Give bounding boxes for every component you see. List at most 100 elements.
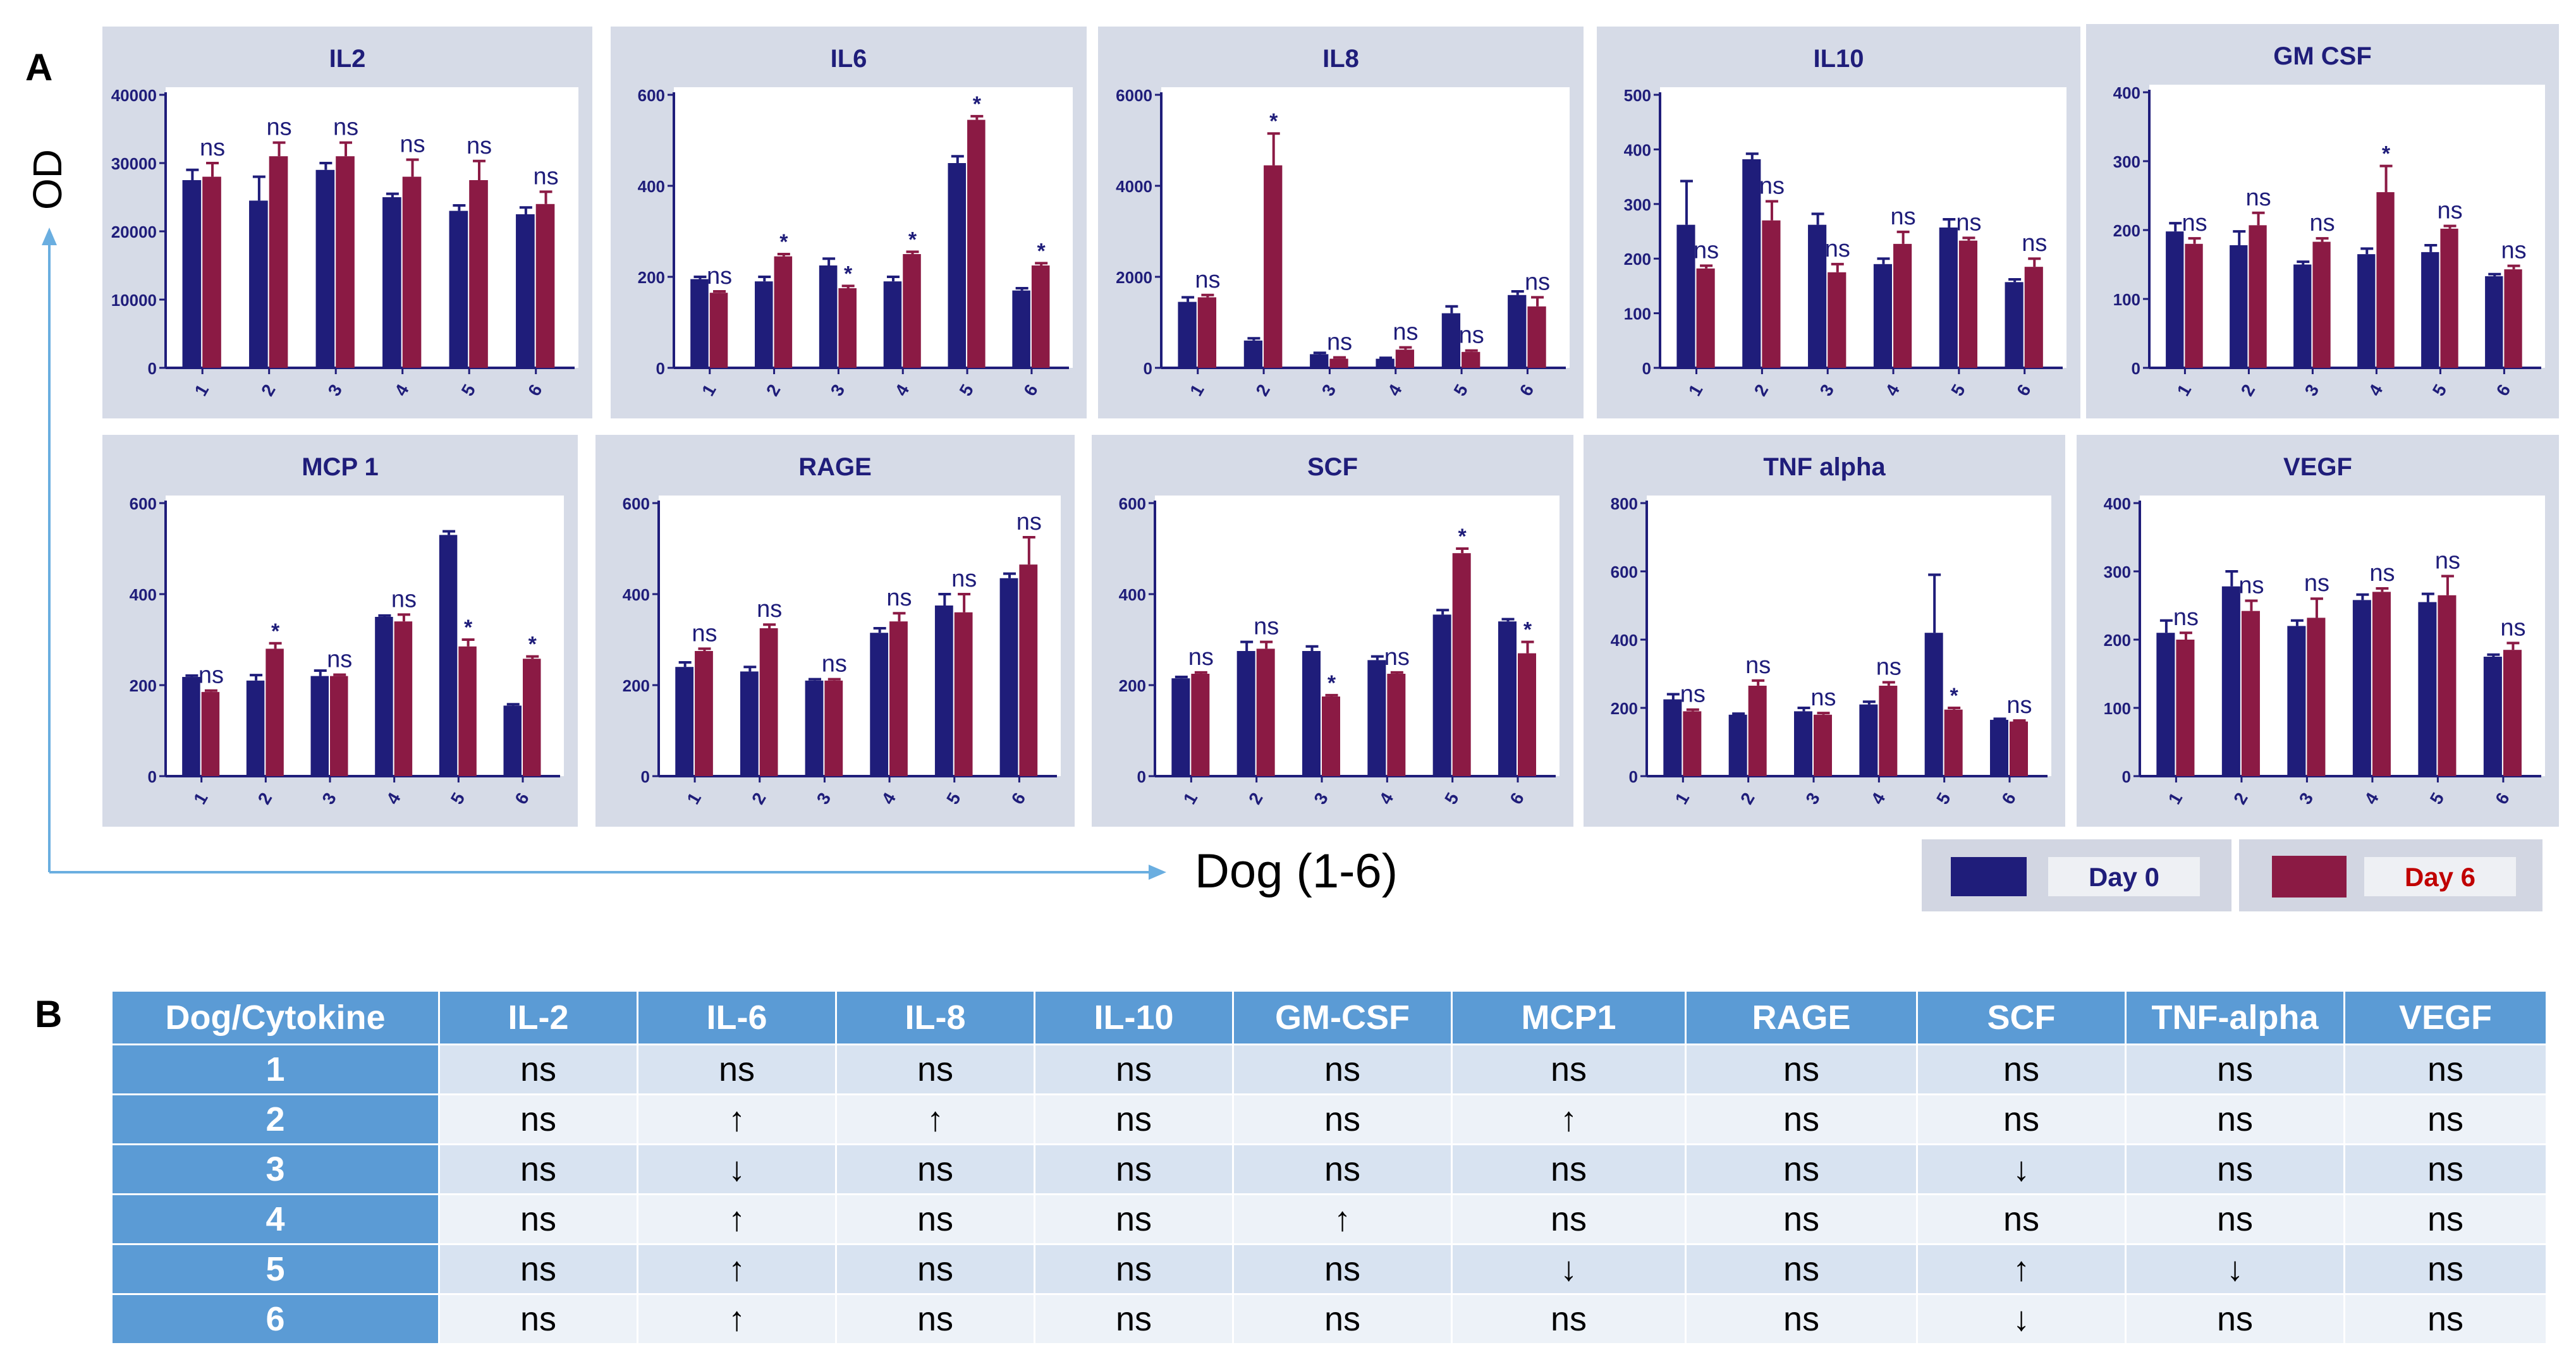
significance-label: ns bbox=[886, 585, 912, 611]
significance-label: ns bbox=[757, 596, 782, 623]
bar-day0 bbox=[1859, 704, 1878, 776]
y-tick-label: 0 bbox=[148, 359, 157, 378]
chart-svg: RAGE 0 200 400 600 1 ns 2 ns 3 ns 4 ns 5 ns 6 ns bbox=[623, 453, 1061, 808]
table-row: 3 ns ↓ ns ns ns ns ns ↓ ns ns bbox=[111, 1143, 2548, 1195]
bar-day0 bbox=[1441, 313, 1461, 368]
table-header-cell: IL-8 bbox=[835, 990, 1035, 1045]
significance-label: ns bbox=[2245, 185, 2271, 211]
bar-day0 bbox=[1376, 358, 1395, 368]
bar-day0 bbox=[1236, 651, 1255, 776]
x-tick-label: 4 bbox=[1867, 789, 1889, 807]
bar-day6 bbox=[2307, 618, 2326, 776]
x-tick-label: 1 bbox=[683, 789, 705, 808]
bar-day0 bbox=[310, 676, 329, 776]
significance-label: ns bbox=[327, 646, 352, 672]
x-tick-label: 6 bbox=[2013, 381, 2035, 399]
bar-day6 bbox=[1944, 709, 1963, 776]
table-cell: ↑ bbox=[637, 1243, 837, 1295]
table-cell: ns bbox=[438, 1193, 638, 1245]
y-tick-label: 0 bbox=[1144, 359, 1152, 378]
y-tick-label: 4000 bbox=[1116, 177, 1152, 196]
table-cell: ↓ bbox=[1916, 1143, 2127, 1195]
x-tick-label: 5 bbox=[447, 789, 469, 808]
x-tick-label: 5 bbox=[1947, 381, 1969, 399]
table-cell: ns bbox=[1034, 1043, 1234, 1095]
significance-label: ns bbox=[2437, 197, 2462, 224]
table-cell: ns bbox=[2343, 1243, 2548, 1295]
significance-label: * bbox=[973, 92, 982, 116]
significance-label: ns bbox=[1254, 614, 1279, 640]
chart-title: TNF alpha bbox=[1763, 453, 1886, 481]
bar-day0 bbox=[516, 214, 535, 368]
x-tick-label: 4 bbox=[1384, 380, 1406, 399]
x-tick-label: 6 bbox=[2493, 381, 2515, 399]
bar-day0 bbox=[2230, 245, 2248, 368]
table-cell: ns bbox=[1916, 1193, 2127, 1245]
bar-day6 bbox=[2010, 721, 2028, 776]
bar-day0 bbox=[755, 281, 773, 368]
table-cell: ns bbox=[835, 1143, 1035, 1195]
significance-label: ns bbox=[692, 620, 717, 647]
chart-title: IL10 bbox=[1813, 45, 1864, 73]
y-tick-label: 10000 bbox=[111, 291, 157, 310]
y-tick-label: 600 bbox=[638, 86, 665, 105]
x-tick-label: 5 bbox=[1932, 789, 1955, 808]
x-tick-label: 2 bbox=[1750, 381, 1773, 399]
y-tick-label: 500 bbox=[1624, 86, 1651, 105]
bar-day6 bbox=[824, 680, 843, 776]
y-tick-label: 0 bbox=[148, 767, 157, 786]
x-tick-label: 1 bbox=[1186, 381, 1208, 399]
x-tick-label: 5 bbox=[2429, 381, 2451, 399]
table-cell: ns bbox=[835, 1043, 1035, 1095]
x-tick-label: 1 bbox=[1671, 789, 1694, 808]
table-cell: ns bbox=[1232, 1043, 1453, 1095]
y-tick-label: 400 bbox=[130, 585, 157, 604]
x-tick-label: 4 bbox=[877, 789, 900, 807]
significance-label: * bbox=[779, 230, 788, 254]
bar-day0 bbox=[805, 680, 824, 776]
table-cell: ↓ bbox=[2125, 1243, 2345, 1295]
x-tick-label: 3 bbox=[827, 381, 849, 399]
plot-background bbox=[2140, 496, 2545, 776]
x-tick-label: 4 bbox=[2360, 789, 2383, 807]
significance-label: * bbox=[1269, 109, 1278, 133]
x-tick-label: 3 bbox=[1310, 789, 1332, 808]
bar-day0 bbox=[439, 535, 458, 776]
chart-svg: SCF 0 200 400 600 1 ns 2 ns 3 * 4 ns 5 * 6 * bbox=[1119, 453, 1560, 808]
x-tick-label: 6 bbox=[2491, 789, 2513, 808]
significance-label: ns bbox=[1956, 209, 1981, 236]
significance-label: ns bbox=[1525, 269, 1550, 295]
bar-day0 bbox=[934, 605, 953, 776]
y-tick-label: 0 bbox=[656, 359, 665, 378]
x-tick-label: 4 bbox=[382, 789, 405, 807]
chart-svg: IL2 0 10000 20000 30000 40000 1 ns 2 ns 3 ns 4 ns 5 ns 6… bbox=[111, 45, 578, 399]
bar-day6 bbox=[2372, 592, 2391, 776]
bar-day0 bbox=[2485, 276, 2503, 368]
bar-day6 bbox=[889, 621, 908, 776]
significance-label: * bbox=[908, 228, 917, 252]
y-tick-label: 30000 bbox=[111, 154, 157, 173]
table-cell: ↑ bbox=[637, 1293, 837, 1345]
significance-label: ns bbox=[2182, 210, 2207, 236]
legend-day0-label: Day 0 bbox=[2088, 862, 2160, 892]
x-tick-label: 2 bbox=[1245, 789, 1267, 808]
legend-day6-label-bg bbox=[2364, 857, 2516, 896]
x-tick-label: 1 bbox=[2173, 381, 2195, 399]
x-tick-label: 2 bbox=[762, 381, 784, 399]
x-tick-label: 1 bbox=[191, 381, 213, 399]
significance-label: ns bbox=[1188, 644, 1214, 671]
significance-label: ns bbox=[1680, 681, 1706, 708]
table-cell: ↓ bbox=[637, 1143, 837, 1195]
bar-day6 bbox=[774, 256, 793, 368]
x-tick-label: 3 bbox=[1802, 789, 1824, 808]
y-tick-label: 200 bbox=[623, 676, 650, 695]
y-tick-label: 200 bbox=[1624, 250, 1651, 269]
bar-day0 bbox=[999, 578, 1018, 776]
x-tick-label: 2 bbox=[2230, 789, 2252, 808]
y-tick-label: 400 bbox=[638, 177, 665, 196]
x-tick-label: 1 bbox=[1180, 789, 1202, 808]
chart-panel: GM CSF 0 100 200 300 400 1 ns 2 ns 3 ns 4 * 5 ns 6 ns bbox=[2086, 24, 2559, 418]
x-tick-label: 6 bbox=[1998, 789, 2020, 808]
chart-svg: IL6 0 200 400 600 1 ns 2 * 3 * 4 * 5 * 6 * bbox=[638, 45, 1073, 399]
x-tick-label: 2 bbox=[254, 789, 276, 808]
